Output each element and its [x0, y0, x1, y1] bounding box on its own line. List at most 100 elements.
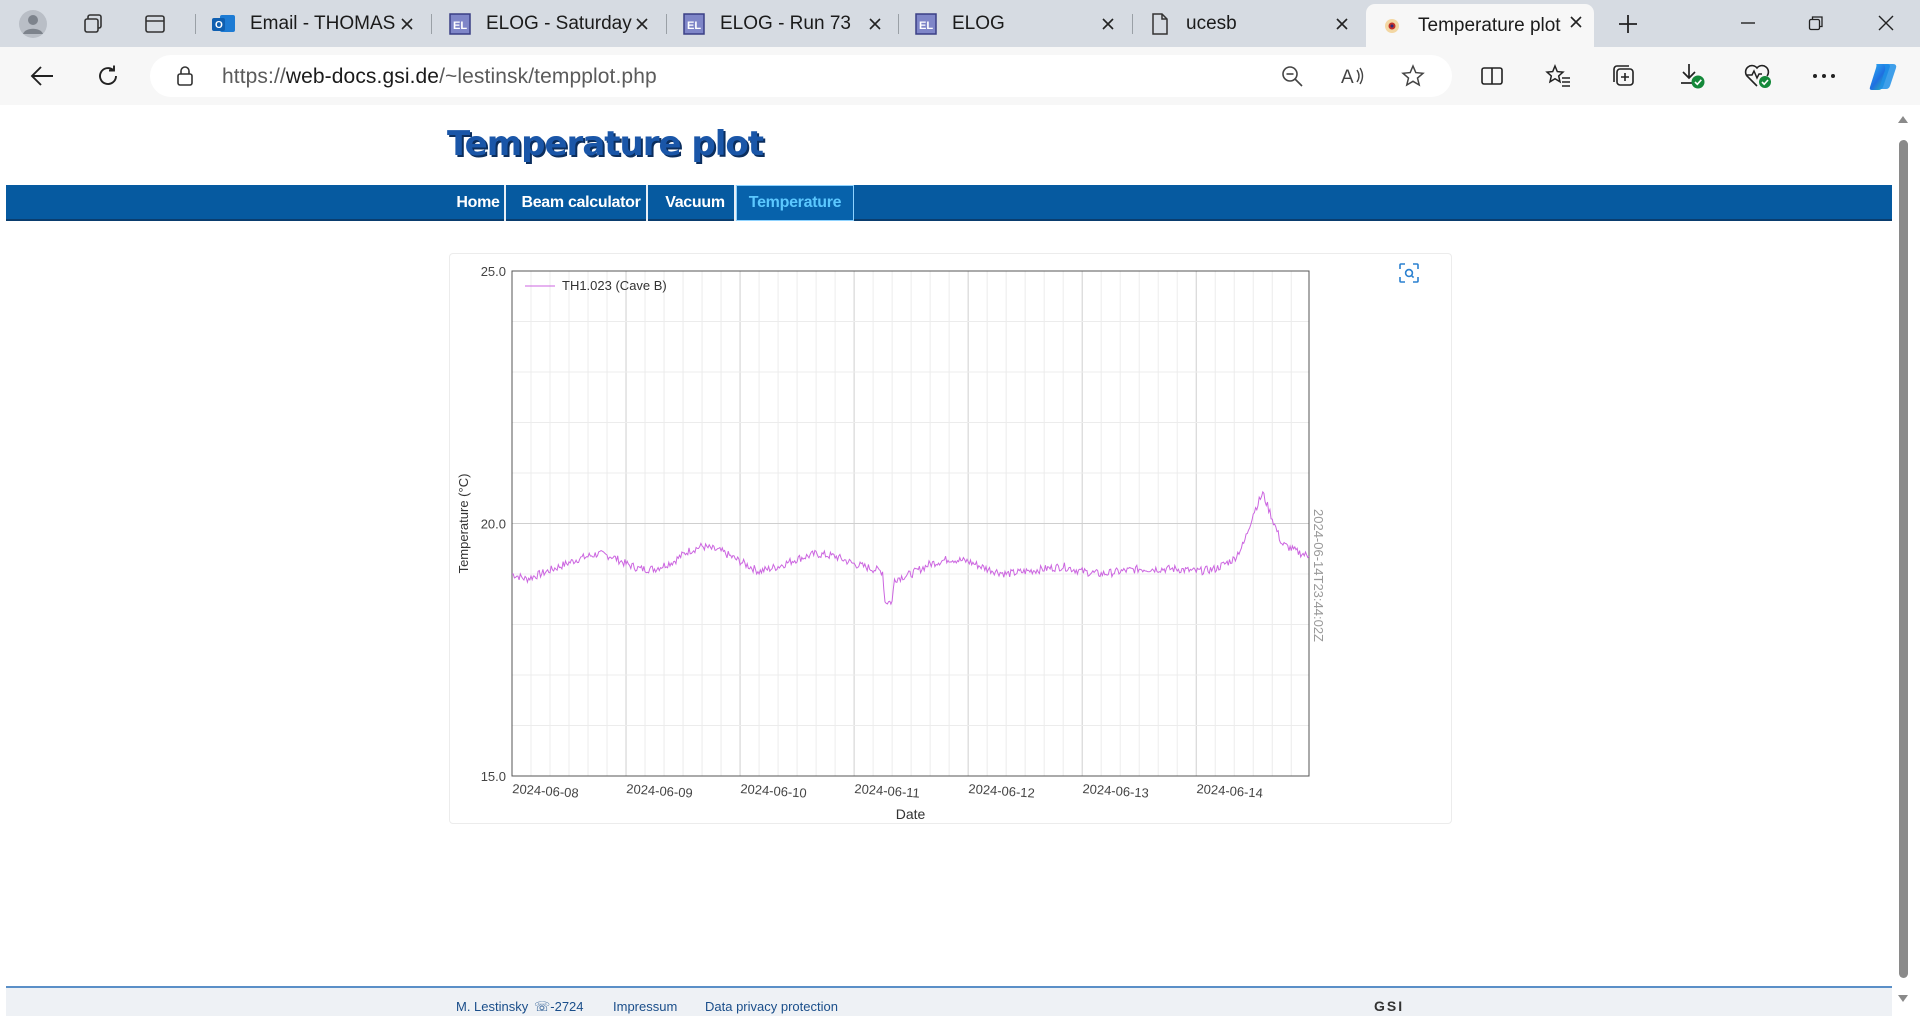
footer-author[interactable]: M. Lestinsky	[456, 999, 529, 1014]
tab-strip: O Email - THOMAS EL ELOG - Saturday EL E…	[0, 0, 1920, 47]
tab-title: ELOG - Saturday	[486, 13, 632, 34]
footer-divider	[6, 986, 1892, 988]
url-prefix: https://	[222, 65, 286, 88]
plus-icon	[1619, 15, 1637, 33]
page-viewport: Temperature plot Home Beam calculator Va…	[6, 106, 1892, 1016]
tab-title: ucesb	[1186, 13, 1237, 34]
close-tab-icon[interactable]	[1564, 10, 1588, 34]
tab-elog[interactable]: EL ELOG	[900, 6, 1126, 42]
x-tick-label: 2024-06-12	[968, 781, 1035, 801]
svg-text:EL: EL	[919, 20, 933, 32]
browser-toolbar: https://web-docs.gsi.de/~lestinsk/temppl…	[0, 47, 1920, 105]
svg-text:O: O	[215, 20, 223, 31]
nav-vacuum[interactable]: Vacuum	[665, 194, 725, 211]
tab-separator	[666, 14, 667, 34]
nav-beam-calculator[interactable]: Beam calculator	[521, 194, 641, 211]
vertical-scrollbar[interactable]	[1892, 106, 1914, 1014]
profile-avatar[interactable]	[16, 7, 50, 41]
vertical-tabs-icon	[145, 15, 165, 33]
page-footer: M. Lestinsky ☏-2724 Impressum Data priva…	[6, 988, 1892, 1016]
back-button[interactable]	[22, 57, 62, 95]
downloads-button[interactable]	[1672, 57, 1712, 95]
more-dots-icon	[1813, 74, 1835, 78]
favorite-star-icon[interactable]	[1401, 64, 1425, 93]
site-title: Temperature plot	[447, 124, 764, 164]
workspaces-button[interactable]	[76, 7, 110, 41]
browser-essentials-button[interactable]	[1738, 57, 1778, 95]
tab-elog-saturday[interactable]: EL ELOG - Saturday	[434, 6, 660, 42]
scroll-down-icon[interactable]	[1897, 994, 1909, 1004]
nav-separator	[504, 185, 506, 221]
tab-title: Email - THOMAS	[250, 13, 396, 34]
close-icon	[1878, 15, 1894, 31]
nav-separator	[734, 185, 736, 221]
favorites-icon	[1545, 64, 1570, 87]
restore-button[interactable]	[1788, 0, 1844, 46]
split-screen-button[interactable]	[1472, 57, 1512, 95]
read-aloud-icon[interactable]: A	[1340, 64, 1366, 93]
close-tab-icon[interactable]	[395, 12, 419, 36]
back-arrow-icon	[30, 66, 53, 86]
tab-temperature-plot[interactable]: Temperature plot	[1366, 4, 1594, 47]
svg-text:A: A	[1341, 67, 1354, 88]
close-tab-icon[interactable]	[1330, 12, 1354, 36]
refresh-icon	[99, 65, 117, 85]
document-icon	[1148, 12, 1172, 36]
y-tick-label: 20.0	[481, 517, 506, 532]
x-tick-label: 2024-06-10	[740, 781, 807, 801]
footer-privacy[interactable]: Data privacy protection	[705, 999, 838, 1014]
close-tab-icon[interactable]	[1096, 12, 1120, 36]
lock-icon[interactable]	[176, 65, 194, 92]
y-tick-label: 25.0	[481, 264, 506, 279]
nav-temperature[interactable]: Temperature	[736, 185, 854, 221]
gsi-logo: GSI	[1374, 998, 1405, 1014]
nav-home[interactable]: Home	[456, 194, 500, 211]
scrollbar-thumb[interactable]	[1899, 140, 1908, 978]
footer-impressum[interactable]: Impressum	[613, 999, 678, 1014]
restore-icon	[1808, 16, 1823, 31]
tab-separator	[1132, 14, 1133, 34]
workspaces-icon	[84, 14, 102, 33]
split-screen-icon	[1481, 67, 1503, 85]
legend-label: TH1.023 (Cave B)	[562, 278, 667, 293]
settings-more-button[interactable]	[1804, 57, 1844, 95]
collections-button[interactable]	[1604, 57, 1644, 95]
tab-title: ELOG	[952, 13, 1005, 34]
copilot-button[interactable]	[1864, 57, 1904, 95]
y-axis-title: Temperature (°C)	[456, 474, 471, 574]
close-tab-icon[interactable]	[863, 12, 887, 36]
url-text[interactable]: https://web-docs.gsi.de/~lestinsk/temppl…	[222, 65, 657, 89]
download-icon	[1681, 64, 1705, 89]
tab-ucesb[interactable]: ucesb	[1134, 6, 1360, 42]
y-tick-label: 15.0	[481, 769, 506, 784]
tab-separator	[898, 14, 899, 34]
x-tick-label: 2024-06-13	[1082, 781, 1149, 801]
last-timestamp-label: 2024-06-14T23:44:02Z	[1311, 509, 1326, 642]
collections-icon	[1613, 65, 1634, 86]
site-navbar: Home Beam calculator Vacuum Temperature	[6, 185, 1892, 221]
outlook-icon: O	[212, 12, 236, 36]
elog-icon: EL	[682, 12, 706, 36]
scroll-up-icon[interactable]	[1897, 114, 1909, 124]
minimize-button[interactable]	[1720, 0, 1776, 46]
heart-pulse-icon	[1744, 64, 1771, 88]
close-window-button[interactable]	[1858, 0, 1914, 46]
reset-zoom-icon[interactable]	[1398, 262, 1420, 289]
url-host: web-docs.gsi.de	[285, 65, 440, 88]
x-tick-label: 2024-06-14	[1196, 781, 1263, 801]
tab-title: ELOG - Run 73	[720, 13, 851, 34]
tab-separator	[431, 14, 432, 34]
url-path: /~lestinsk/tempplot.php	[439, 65, 657, 88]
new-tab-button[interactable]	[1611, 7, 1645, 41]
plot-frame	[511, 270, 1310, 777]
profile-icon	[19, 10, 47, 38]
close-tab-icon[interactable]	[630, 12, 654, 36]
address-bar[interactable]: https://web-docs.gsi.de/~lestinsk/temppl…	[150, 55, 1452, 97]
tab-email[interactable]: O Email - THOMAS	[198, 6, 425, 42]
refresh-button[interactable]	[88, 57, 128, 95]
tab-actions-button[interactable]	[138, 7, 172, 41]
zoom-out-icon[interactable]	[1280, 64, 1304, 93]
favorites-button[interactable]	[1538, 57, 1578, 95]
tab-elog-run73[interactable]: EL ELOG - Run 73	[668, 6, 893, 42]
copilot-icon	[1869, 64, 1897, 90]
